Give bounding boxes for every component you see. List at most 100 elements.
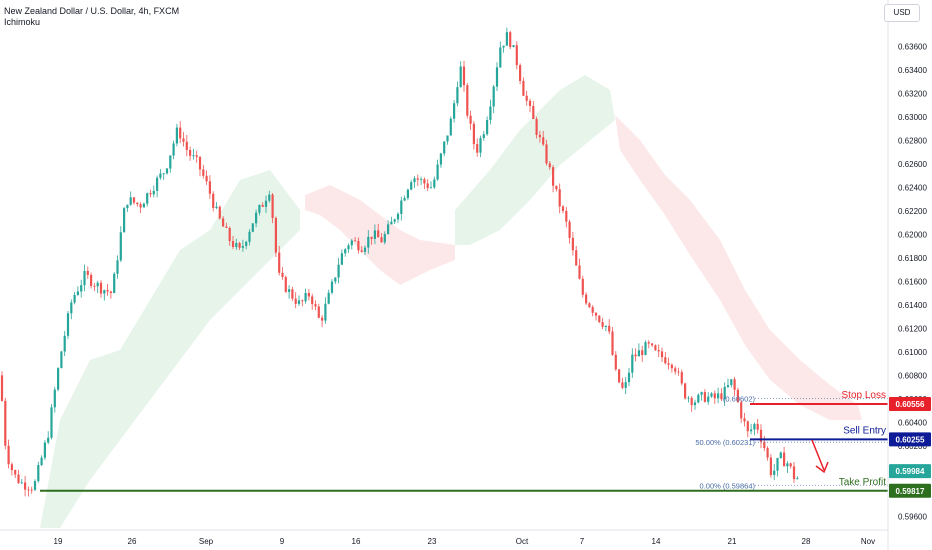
- candle-body: [152, 190, 155, 195]
- candle-body: [57, 368, 60, 390]
- candle-body: [27, 489, 30, 491]
- candle-body: [251, 223, 254, 232]
- price-axis[interactable]: 0.63600 0.63400 0.63200 0.63000 0.62800 0.626…: [887, 0, 931, 550]
- candle-body: [334, 277, 337, 282]
- candle-body: [789, 463, 792, 467]
- candle-body: [466, 85, 469, 116]
- candle-body: [169, 155, 172, 169]
- candle-body: [792, 466, 796, 480]
- candle-body: [294, 298, 297, 304]
- down-arrow-shaft: [811, 439, 825, 471]
- candle-body: [750, 429, 753, 432]
- candle-body: [370, 236, 373, 239]
- candle-body: [525, 95, 528, 101]
- candle-body: [264, 200, 268, 207]
- candle-body: [304, 292, 307, 302]
- candle-body: [786, 463, 789, 467]
- candle-body: [212, 193, 215, 209]
- candle-body: [268, 194, 271, 201]
- candle-body: [492, 86, 495, 107]
- candle-body: [621, 382, 624, 388]
- candle-body: [37, 464, 40, 482]
- current-price-tag-text: 0.59984: [896, 467, 925, 476]
- candle-body: [746, 421, 749, 432]
- candle-body: [357, 240, 360, 251]
- time-axis[interactable]: 19 26 Sep 9 16 23 Oct 7 14 21 28 Nov: [0, 529, 888, 546]
- candle-body: [733, 379, 736, 390]
- candle-body: [548, 163, 551, 168]
- candle-body: [532, 105, 535, 119]
- candle-body: [486, 119, 489, 135]
- price-tick-label: 0.61400: [898, 301, 927, 310]
- candle-body: [383, 233, 386, 243]
- candle-body: [439, 153, 442, 165]
- candle-body: [420, 179, 423, 180]
- candle-body: [60, 351, 63, 369]
- currency-button[interactable]: USD: [884, 4, 920, 22]
- time-tick-label: 28: [802, 537, 811, 546]
- candle-body: [783, 452, 786, 467]
- candle-body: [538, 134, 541, 138]
- candle-body: [255, 212, 258, 224]
- candle-body: [611, 331, 614, 355]
- candle-body: [779, 452, 782, 458]
- candle-body: [647, 342, 650, 344]
- candle-body: [561, 206, 565, 211]
- candle-body: [416, 178, 419, 180]
- candle-body: [248, 231, 251, 242]
- candle-body: [769, 457, 772, 475]
- candle-body: [192, 155, 195, 157]
- candle-body: [677, 371, 680, 373]
- candle-body: [195, 155, 198, 157]
- candle-body: [83, 270, 86, 286]
- candle-body: [10, 464, 13, 471]
- candle-body: [618, 369, 621, 383]
- candle-body: [367, 236, 370, 248]
- candle-body: [337, 264, 340, 278]
- candle-body: [231, 241, 235, 248]
- price-tick-label: 0.62000: [898, 230, 927, 239]
- candle-body: [119, 232, 122, 261]
- candle-body: [363, 247, 367, 252]
- candle-body: [373, 230, 376, 239]
- candle-body: [545, 144, 548, 164]
- candle-body: [50, 407, 53, 438]
- candle-body: [311, 296, 314, 305]
- candle-body: [73, 294, 76, 303]
- candle-body: [456, 87, 459, 104]
- price-tick-label: 0.60400: [898, 418, 927, 427]
- candle-body: [796, 478, 799, 480]
- candle-body: [499, 47, 502, 68]
- candle-body: [284, 276, 287, 292]
- candle-body: [604, 325, 607, 327]
- candle-body: [113, 273, 116, 294]
- price-tick-label: 0.62600: [898, 160, 927, 169]
- candle-body: [63, 335, 66, 352]
- candle-body: [585, 294, 588, 304]
- candle-body: [106, 290, 109, 292]
- sell-entry-label: Sell Entry: [843, 425, 886, 436]
- candle-body: [159, 173, 162, 178]
- candle-body: [594, 312, 598, 316]
- candle-body: [730, 379, 733, 386]
- candle-body: [565, 210, 568, 222]
- candle-body: [657, 350, 660, 352]
- price-tick-label: 0.63000: [898, 113, 927, 122]
- candle-body: [47, 437, 50, 443]
- candle-body: [109, 291, 112, 294]
- candle-body: [743, 418, 746, 422]
- candle-body: [76, 291, 79, 295]
- candle-body: [33, 481, 37, 490]
- candle-body: [314, 304, 317, 307]
- candle-body: [753, 423, 756, 430]
- sell-entry-price-tag-bg: [889, 432, 931, 447]
- candle-body: [274, 217, 277, 253]
- candle-body: [667, 363, 670, 365]
- candle-body: [502, 45, 505, 48]
- candle-body: [129, 197, 132, 205]
- candle-body: [651, 343, 654, 346]
- candle-body: [519, 65, 522, 81]
- candle-body: [717, 393, 720, 399]
- price-tick-label: 0.61800: [898, 254, 927, 263]
